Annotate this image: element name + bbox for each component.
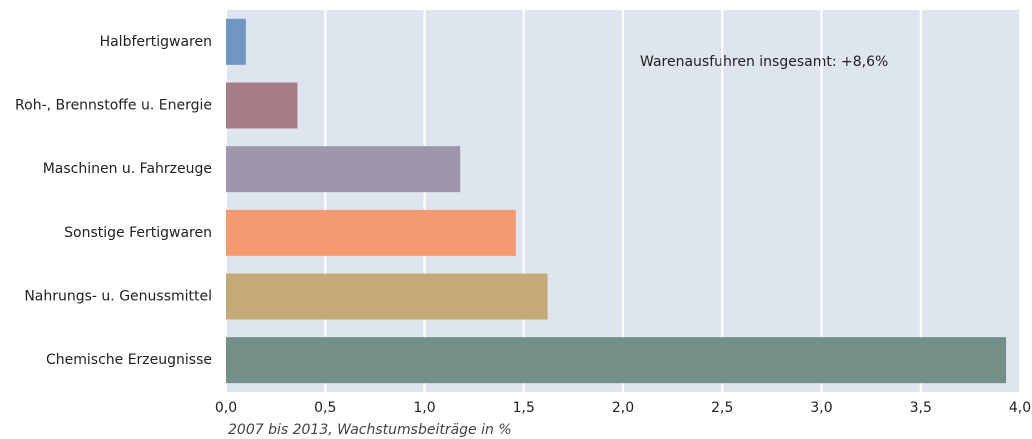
bar xyxy=(226,337,1007,384)
x-tick-label: 3,0 xyxy=(810,400,832,416)
y-tick-label: Nahrungs- u. Genussmittel xyxy=(24,289,212,305)
x-tick-label: 1,5 xyxy=(513,400,535,416)
x-tick-label: 1,0 xyxy=(413,400,435,416)
y-tick-label: Roh-, Brennstoffe u. Energie xyxy=(15,98,212,114)
x-tick-label: 4,0 xyxy=(1009,400,1031,416)
y-tick-label: Maschinen u. Fahrzeuge xyxy=(43,161,212,177)
bar xyxy=(226,18,246,65)
bar xyxy=(226,209,516,256)
bar xyxy=(226,82,298,129)
y-tick-label: Halbfertigwaren xyxy=(100,34,212,50)
x-tick-label: 0,0 xyxy=(215,400,237,416)
x-tick-label: 0,5 xyxy=(314,400,336,416)
x-tick-label: 2,0 xyxy=(612,400,634,416)
annotation: Warenausfuhren insgesamt: +8,6% xyxy=(640,54,888,70)
y-tick-label: Sonstige Fertigwaren xyxy=(64,225,212,241)
x-tick-label: 2,5 xyxy=(711,400,733,416)
x-axis-label: 2007 bis 2013, Wachstumsbeiträge in % xyxy=(228,422,512,438)
bar xyxy=(226,273,548,320)
x-tick-label: 3,5 xyxy=(910,400,932,416)
y-tick-label: Chemische Erzeugnisse xyxy=(46,352,212,368)
bar xyxy=(226,146,461,193)
